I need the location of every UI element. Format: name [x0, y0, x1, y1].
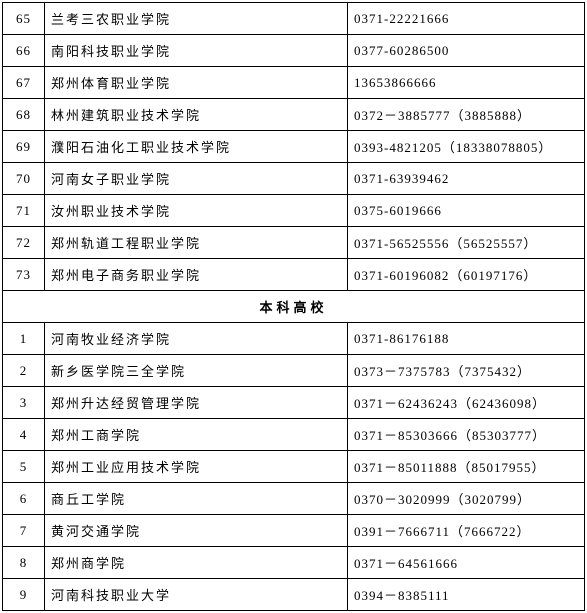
phone-number: 0371-63939462 [348, 163, 585, 195]
row-number: 70 [3, 163, 45, 195]
phone-number: 0393-4821205（18338078805） [348, 131, 585, 163]
row-number: 6 [3, 483, 45, 515]
phone-number: 13653866666 [348, 67, 585, 99]
table-row: 65兰考三农职业学院0371-22221666 [3, 3, 585, 35]
school-name: 郑州工业应用技术学院 [45, 451, 348, 483]
row-number: 71 [3, 195, 45, 227]
school-name: 商丘工学院 [45, 483, 348, 515]
row-number: 68 [3, 99, 45, 131]
phone-number: 0371－85303666（85303777） [348, 419, 585, 451]
section-header-row: 本科高校 [3, 291, 585, 323]
row-number: 1 [3, 323, 45, 355]
phone-number: 0371-60196082（60197176） [348, 259, 585, 291]
row-number: 5 [3, 451, 45, 483]
row-number: 7 [3, 515, 45, 547]
school-name: 郑州体育职业学院 [45, 67, 348, 99]
table-row: 7黄河交通学院0391－7666711（7666722） [3, 515, 585, 547]
table-row: 5郑州工业应用技术学院0371－85011888（85017955） [3, 451, 585, 483]
row-number: 67 [3, 67, 45, 99]
table-row: 69濮阳石油化工职业技术学院0393-4821205（18338078805） [3, 131, 585, 163]
school-name: 林州建筑职业技术学院 [45, 99, 348, 131]
table-row: 2新乡医学院三全学院0373－7375783（7375432） [3, 355, 585, 387]
phone-number: 0373－7375783（7375432） [348, 355, 585, 387]
school-name: 河南女子职业学院 [45, 163, 348, 195]
phone-number: 0371－85011888（85017955） [348, 451, 585, 483]
row-number: 66 [3, 35, 45, 67]
table-row: 73郑州电子商务职业学院0371-60196082（60197176） [3, 259, 585, 291]
school-name: 南阳科技职业学院 [45, 35, 348, 67]
table-row: 67郑州体育职业学院13653866666 [3, 67, 585, 99]
phone-number: 0372－3885777（3885888） [348, 99, 585, 131]
row-number: 2 [3, 355, 45, 387]
phone-number: 0371－64561666 [348, 547, 585, 579]
row-number: 9 [3, 579, 45, 611]
school-name: 郑州轨道工程职业学院 [45, 227, 348, 259]
row-number: 4 [3, 419, 45, 451]
school-name: 河南科技职业大学 [45, 579, 348, 611]
phone-number: 0394－8385111 [348, 579, 585, 611]
table-row: 70河南女子职业学院0371-63939462 [3, 163, 585, 195]
school-name: 新乡医学院三全学院 [45, 355, 348, 387]
table-row: 71汝州职业技术学院0375-6019666 [3, 195, 585, 227]
phone-number: 0391－7666711（7666722） [348, 515, 585, 547]
table-row: 1河南牧业经济学院0371-86176188 [3, 323, 585, 355]
table-row: 68林州建筑职业技术学院0372－3885777（3885888） [3, 99, 585, 131]
table-row: 66南阳科技职业学院0377-60286500 [3, 35, 585, 67]
section-header: 本科高校 [3, 291, 585, 323]
schools-table: 65兰考三农职业学院0371-2222166666南阳科技职业学院0377-60… [2, 2, 585, 611]
school-name: 河南牧业经济学院 [45, 323, 348, 355]
table-row: 72郑州轨道工程职业学院0371-56525556（56525557） [3, 227, 585, 259]
row-number: 72 [3, 227, 45, 259]
school-name: 濮阳石油化工职业技术学院 [45, 131, 348, 163]
row-number: 69 [3, 131, 45, 163]
phone-number: 0375-6019666 [348, 195, 585, 227]
school-name: 兰考三农职业学院 [45, 3, 348, 35]
row-number: 73 [3, 259, 45, 291]
table-row: 4郑州工商学院0371－85303666（85303777） [3, 419, 585, 451]
phone-number: 0371－62436243（62436098） [348, 387, 585, 419]
phone-number: 0371-86176188 [348, 323, 585, 355]
phone-number: 0371-56525556（56525557） [348, 227, 585, 259]
school-name: 黄河交通学院 [45, 515, 348, 547]
row-number: 3 [3, 387, 45, 419]
row-number: 65 [3, 3, 45, 35]
table-row: 6商丘工学院0370－3020999（3020799） [3, 483, 585, 515]
phone-number: 0377-60286500 [348, 35, 585, 67]
table-row: 3郑州升达经贸管理学院0371－62436243（62436098） [3, 387, 585, 419]
school-name: 郑州商学院 [45, 547, 348, 579]
table-row: 9河南科技职业大学0394－8385111 [3, 579, 585, 611]
phone-number: 0371-22221666 [348, 3, 585, 35]
table-row: 8郑州商学院0371－64561666 [3, 547, 585, 579]
phone-number: 0370－3020999（3020799） [348, 483, 585, 515]
school-name: 汝州职业技术学院 [45, 195, 348, 227]
school-name: 郑州电子商务职业学院 [45, 259, 348, 291]
school-name: 郑州升达经贸管理学院 [45, 387, 348, 419]
row-number: 8 [3, 547, 45, 579]
school-name: 郑州工商学院 [45, 419, 348, 451]
